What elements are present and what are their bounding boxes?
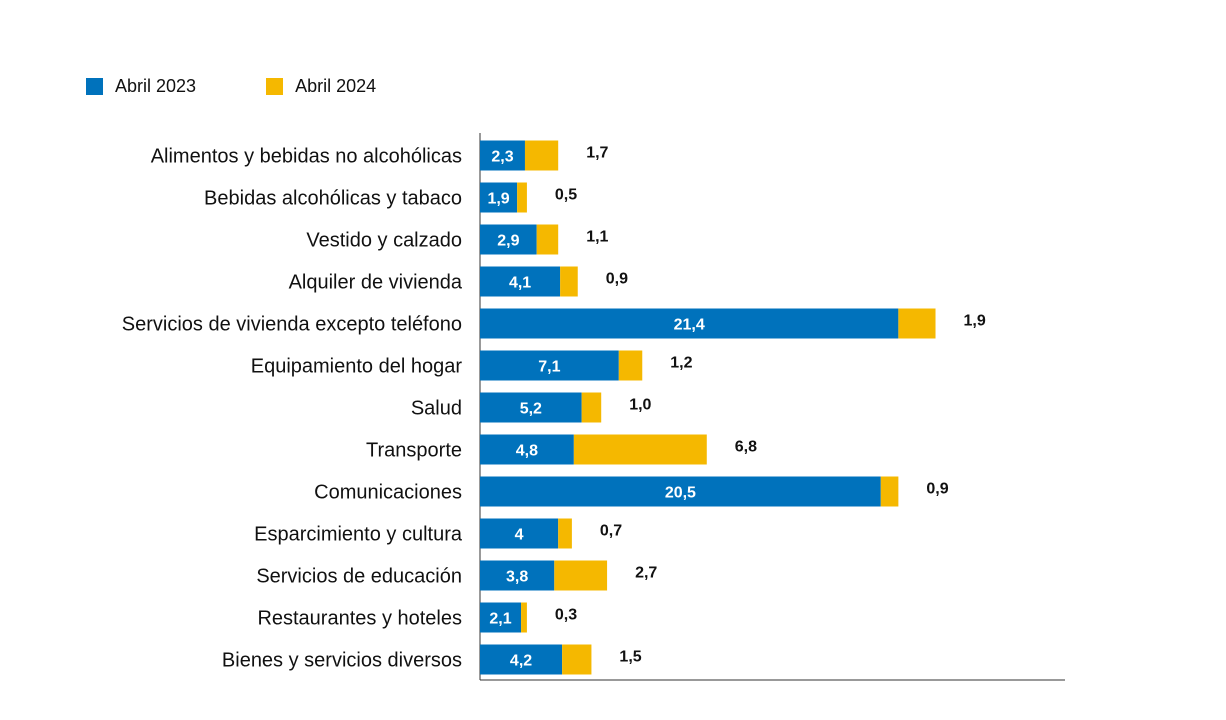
bar-abril-2023: [480, 308, 899, 339]
data-label-abril-2023: 21,4: [674, 317, 705, 334]
data-label-abril-2024: 0,9: [606, 271, 628, 288]
data-label-abril-2023: 2,3: [491, 149, 513, 166]
data-label-abril-2024: 1,1: [586, 229, 608, 246]
data-label-abril-2024: 1,5: [619, 649, 641, 666]
bar-abril-2023: [480, 182, 518, 213]
bar-abril-2024: [554, 560, 608, 591]
bar-abril-2024: [618, 350, 643, 381]
data-label-abril-2024: 0,7: [600, 523, 622, 540]
bar-abril-2023: [480, 476, 881, 507]
data-label-abril-2023: 7,1: [538, 359, 560, 376]
bar-abril-2024: [524, 140, 559, 171]
bar-abril-2024: [536, 224, 559, 255]
data-label-abril-2023: 3,8: [506, 569, 528, 586]
category-label: Esparcimiento y cultura: [254, 524, 463, 546]
legend: Abril 2023 Abril 2024: [86, 76, 376, 97]
data-label-abril-2023: 2,9: [497, 233, 519, 250]
bar-abril-2024: [880, 476, 899, 507]
category-label: Alquiler de vivienda: [289, 272, 463, 294]
data-label-abril-2023: 2,1: [489, 611, 511, 628]
data-label-abril-2024: 1,0: [629, 397, 651, 414]
data-label-abril-2023: 4,1: [509, 275, 531, 292]
bar-abril-2023: [480, 434, 574, 465]
legend-item-abril-2023: Abril 2023: [86, 76, 196, 97]
bar-abril-2024: [562, 644, 592, 675]
bar-abril-2023: [480, 560, 555, 591]
legend-swatch-abril-2024: [266, 78, 284, 95]
category-label: Servicios de educación: [256, 566, 462, 588]
data-label-abril-2024: 0,3: [555, 607, 577, 624]
bar-abril-2023: [480, 140, 525, 171]
bar-abril-2024: [558, 518, 572, 549]
category-label: Equipamiento del hogar: [251, 356, 463, 378]
data-label-abril-2023: 4: [515, 527, 524, 544]
bar-abril-2024: [560, 266, 578, 297]
category-label: Salud: [411, 398, 462, 420]
bar-abril-2023: [480, 224, 537, 255]
bar-abril-2024: [898, 308, 936, 339]
category-label: Alimentos y bebidas no alcohólicas: [151, 146, 462, 168]
category-label: Vestido y calzado: [306, 230, 462, 252]
data-label-abril-2023: 5,2: [520, 401, 542, 418]
category-label: Bebidas alcohólicas y tabaco: [204, 188, 462, 210]
data-label-abril-2023: 4,2: [510, 653, 532, 670]
bar-abril-2024: [521, 602, 527, 633]
category-label: Transporte: [366, 440, 462, 462]
data-label-abril-2024: 0,9: [926, 481, 948, 498]
bar-abril-2023: [480, 602, 522, 633]
bar-abril-2023: [480, 392, 582, 423]
legend-label-abril-2023: Abril 2023: [115, 76, 197, 96]
category-label: Comunicaciones: [314, 482, 462, 504]
category-label: Bienes y servicios diversos: [222, 650, 462, 672]
legend-swatch-abril-2023: [86, 78, 103, 95]
bar-abril-2024: [573, 434, 707, 465]
bar-abril-2024: [517, 182, 527, 213]
bar-abril-2023: [480, 350, 619, 381]
data-label-abril-2024: 2,7: [635, 565, 657, 582]
bar-abril-2024: [581, 392, 602, 423]
data-label-abril-2024: 1,9: [964, 313, 986, 330]
data-label-abril-2024: 1,2: [670, 355, 692, 372]
category-label: Servicios de vivienda excepto teléfono: [122, 314, 462, 336]
bar-abril-2023: [480, 266, 561, 297]
data-label-abril-2023: 1,9: [487, 191, 509, 208]
category-label: Restaurantes y hoteles: [257, 608, 462, 630]
bar-abril-2023: [480, 518, 559, 549]
bar-abril-2023: [480, 644, 563, 675]
data-label-abril-2024: 6,8: [735, 439, 757, 456]
legend-item-abril-2024: Abril 2024: [266, 76, 376, 97]
data-label-abril-2024: 1,7: [586, 145, 608, 162]
data-label-abril-2023: 4,8: [516, 443, 538, 460]
data-label-abril-2024: 0,5: [555, 187, 577, 204]
data-label-abril-2023: 20,5: [665, 485, 696, 502]
legend-label-abril-2024: Abril 2024: [295, 76, 377, 96]
